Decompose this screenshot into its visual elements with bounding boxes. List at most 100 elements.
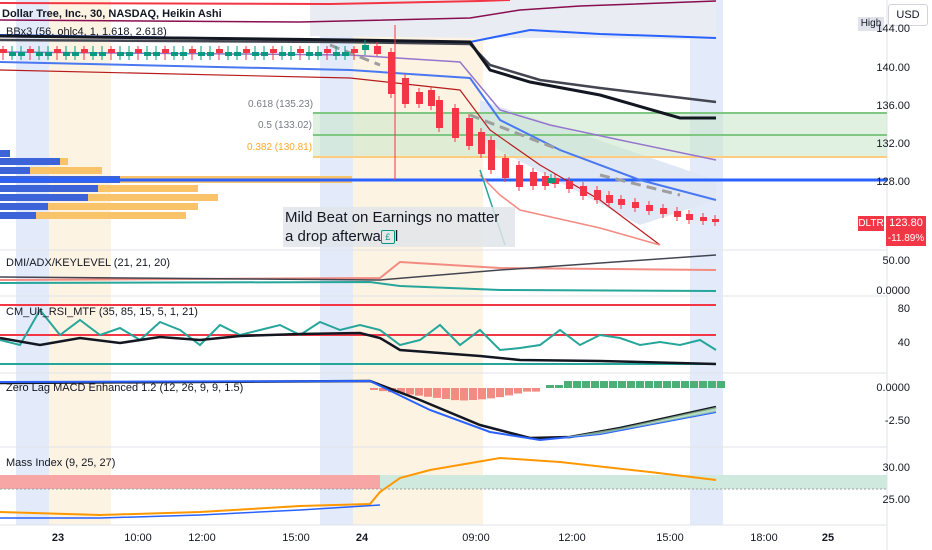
macd-bar xyxy=(573,381,581,388)
macd-bar xyxy=(424,388,432,397)
candle xyxy=(153,52,160,56)
mass-band xyxy=(380,475,887,489)
dmi-axis-label: 0.0000 xyxy=(876,285,910,297)
bb-basis xyxy=(0,38,717,104)
candle xyxy=(488,140,495,170)
candle xyxy=(452,108,459,138)
candle xyxy=(686,214,693,220)
bb-indicator-title[interactable]: BBx3 (56, ohlc4, 1, 1.618, 2.618) xyxy=(6,26,167,38)
candle xyxy=(36,52,43,56)
candle xyxy=(388,52,395,94)
note-icon: £ xyxy=(380,230,395,245)
macd-bar xyxy=(636,381,644,388)
macd-bar xyxy=(681,381,689,388)
candle xyxy=(351,49,358,53)
time-axis-label: 15:00 xyxy=(656,532,684,544)
time-axis-label: 15:00 xyxy=(282,532,310,544)
macd-bar xyxy=(514,388,522,394)
candle xyxy=(502,158,509,178)
note-line-2: a drop afterwa £ l xyxy=(285,228,399,245)
candle xyxy=(18,52,25,56)
mass-line-blue xyxy=(0,504,381,519)
macd-bar xyxy=(618,381,626,388)
rsi-axis-label: 80 xyxy=(897,303,910,315)
macd-bar xyxy=(505,388,513,396)
candle xyxy=(270,49,277,53)
candle xyxy=(126,52,133,56)
macd-bar xyxy=(415,388,423,396)
candle xyxy=(324,49,331,53)
macd-axis-label: -2.50 xyxy=(884,415,910,427)
candle xyxy=(9,52,16,56)
candle xyxy=(618,199,625,205)
mass-pane-title[interactable]: Mass Index (9, 25, 27) xyxy=(6,457,116,469)
macd-bar xyxy=(609,381,617,388)
candle xyxy=(333,52,340,56)
macd-bar xyxy=(600,381,608,388)
candle xyxy=(416,92,423,104)
macd-pane-title[interactable]: Zero Lag MACD Enhanced 1.2 (12, 26, 9, 9… xyxy=(6,382,244,394)
session-bg xyxy=(690,0,723,525)
note-line-1: Mild Beat on Earnings no matter xyxy=(285,209,500,226)
fib-label-0382: 0.382 (130.81) xyxy=(247,142,313,153)
candle xyxy=(402,78,409,104)
candle xyxy=(54,49,61,53)
bb-upper xyxy=(0,0,717,23)
candle xyxy=(81,49,88,53)
chart-symbol-title[interactable]: Dollar Tree, Inc., 30, NASDAQ, Heikin As… xyxy=(2,8,222,20)
time-axis-label: 12:00 xyxy=(188,532,216,544)
candle xyxy=(580,186,587,196)
time-axis-label: 24 xyxy=(355,532,369,544)
session-bg xyxy=(320,0,353,525)
candle xyxy=(516,165,523,187)
macd-bar xyxy=(478,388,486,400)
price-axis-label: 144.00 xyxy=(876,23,910,35)
candle xyxy=(171,52,178,56)
candle xyxy=(674,211,681,217)
candle xyxy=(90,52,97,56)
annotation-note[interactable]: Mild Beat on Earnings no matter a drop a… xyxy=(283,207,515,247)
candle xyxy=(632,202,639,208)
candle xyxy=(189,49,196,53)
rsi-slow xyxy=(0,331,717,366)
candle xyxy=(436,100,443,128)
bb-lower-blue xyxy=(0,61,717,201)
macd-bar xyxy=(397,388,405,394)
time-axis-label: 12:00 xyxy=(558,532,586,544)
price-axis-label: 128.00 xyxy=(876,176,910,188)
macd-bar xyxy=(654,381,662,388)
mass-band xyxy=(0,475,380,489)
macd-bar xyxy=(708,381,716,388)
time-axis-label: 10:00 xyxy=(124,532,152,544)
bb-upper-outer xyxy=(0,0,511,6)
rsi-pane-title[interactable]: CM_Ult_RSI_MTF (35, 85, 15, 5, 1, 21) xyxy=(6,306,198,318)
candle xyxy=(466,118,473,146)
macd-bar xyxy=(582,381,590,388)
price-axis-label: 136.00 xyxy=(876,100,910,112)
macd-axis-label: 0.0000 xyxy=(876,382,910,394)
dmi-pane-title[interactable]: DMI/ADX/KEYLEVEL (21, 21, 20) xyxy=(6,257,171,269)
last-price-symbol: DLTR xyxy=(858,216,884,231)
currency-button[interactable]: USD xyxy=(888,4,928,26)
bb-lower xyxy=(0,51,717,161)
candles xyxy=(0,40,719,226)
dmi-axis-label: 50.00 xyxy=(882,255,910,267)
macd-bar xyxy=(717,381,725,388)
bb-cloud xyxy=(310,0,716,40)
candle xyxy=(72,52,79,56)
dmi-minus xyxy=(0,280,717,292)
candle xyxy=(315,52,322,56)
candle xyxy=(216,49,223,53)
macd-histogram xyxy=(370,381,725,401)
macd-bar xyxy=(496,388,504,398)
candle xyxy=(700,217,707,221)
fib-label-05: 0.5 (133.02) xyxy=(258,120,312,131)
candle xyxy=(362,45,369,50)
candle xyxy=(234,52,241,56)
high-tag: High xyxy=(858,17,884,31)
time-axis-label: 23 xyxy=(51,532,65,544)
candle xyxy=(45,52,52,56)
macd-bar xyxy=(487,388,495,399)
candle xyxy=(646,205,653,211)
